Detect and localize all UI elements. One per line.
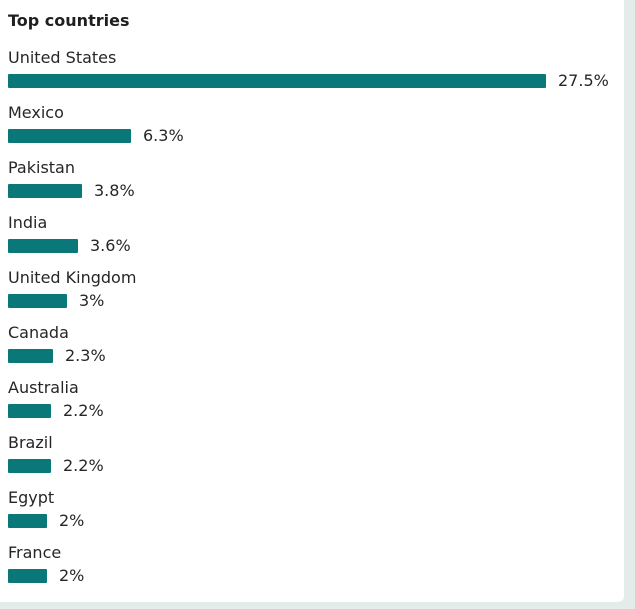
- card-title: Top countries: [8, 11, 130, 30]
- country-bar: [8, 294, 67, 308]
- top-countries-card: Top countries United States 27.5% Mexico 6.…: [0, 0, 624, 602]
- country-row: Pakistan 3.8%: [8, 156, 618, 206]
- percent-label: 6.3%: [143, 126, 184, 145]
- country-label: Mexico: [8, 103, 64, 122]
- country-label: Canada: [8, 323, 69, 342]
- country-label: Egypt: [8, 488, 55, 507]
- percent-label: 2.2%: [63, 401, 104, 420]
- country-bar: [8, 514, 47, 528]
- country-bar: [8, 184, 82, 198]
- country-row: United Kingdom 3%: [8, 266, 618, 316]
- country-row: India 3.6%: [8, 211, 618, 261]
- percent-label: 2%: [59, 511, 85, 530]
- country-label: Pakistan: [8, 158, 75, 177]
- country-row: Brazil 2.2%: [8, 431, 618, 481]
- percent-label: 3.8%: [94, 181, 135, 200]
- country-label: Brazil: [8, 433, 53, 452]
- percent-label: 2.2%: [63, 456, 104, 475]
- country-bar: [8, 74, 546, 88]
- country-bar: [8, 459, 51, 473]
- percent-label: 2%: [59, 566, 85, 585]
- country-bar: [8, 129, 131, 143]
- country-bar: [8, 569, 47, 583]
- country-bar: [8, 404, 51, 418]
- country-label: India: [8, 213, 48, 232]
- country-row: Australia 2.2%: [8, 376, 618, 426]
- country-bar: [8, 349, 53, 363]
- country-label: France: [8, 543, 62, 562]
- country-row: Canada 2.3%: [8, 321, 618, 371]
- percent-label: 27.5%: [558, 71, 609, 90]
- percent-label: 2.3%: [65, 346, 106, 365]
- country-label: Australia: [8, 378, 79, 397]
- country-row: United States 27.5%: [8, 46, 618, 96]
- country-row: France 2%: [8, 541, 618, 591]
- country-row: Mexico 6.3%: [8, 101, 618, 151]
- country-bar: [8, 239, 78, 253]
- country-label: United States: [8, 48, 117, 67]
- country-row: Egypt 2%: [8, 486, 618, 536]
- country-label: United Kingdom: [8, 268, 137, 287]
- percent-label: 3%: [79, 291, 105, 310]
- percent-label: 3.6%: [90, 236, 131, 255]
